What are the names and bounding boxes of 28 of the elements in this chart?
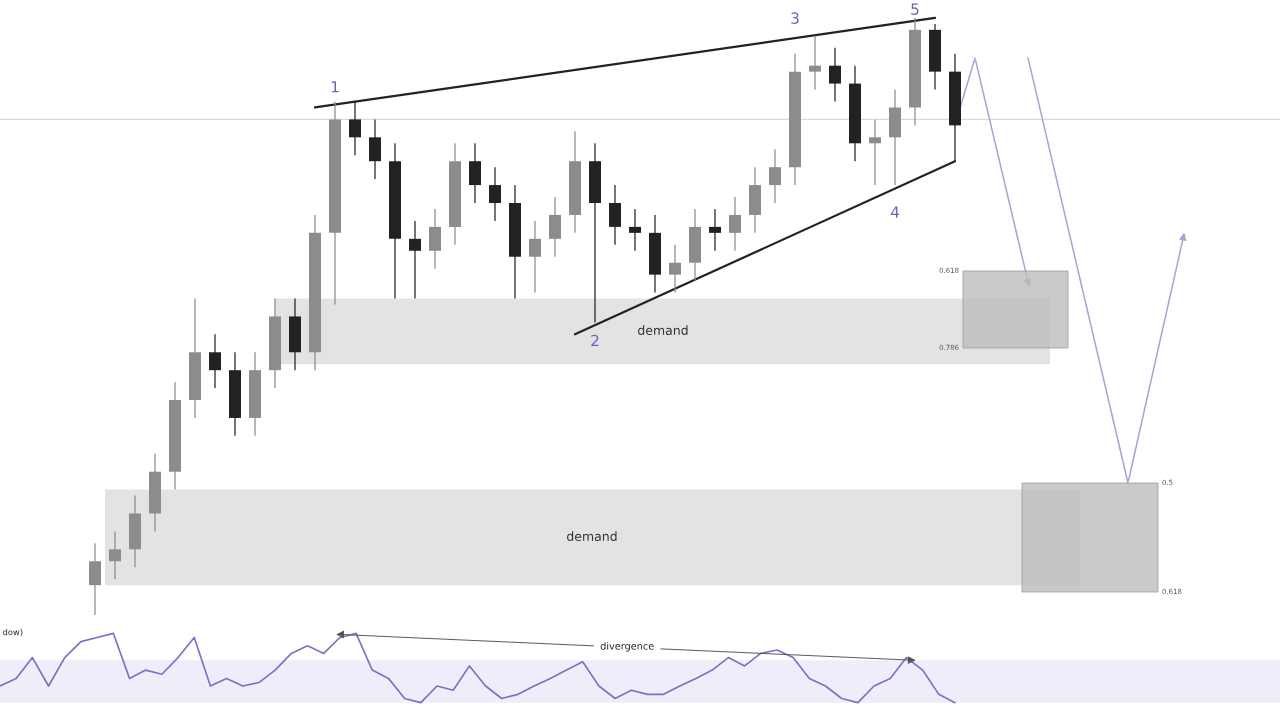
candlestick (409, 220, 421, 300)
annotation: 3 (791, 12, 799, 24)
annotation: 4 (890, 206, 899, 218)
candlestick (209, 333, 221, 389)
annotation: divergence (600, 642, 654, 652)
candlestick (809, 35, 821, 91)
candlestick (629, 208, 641, 252)
text: 5 (911, 3, 919, 15)
candlestick (489, 166, 501, 222)
candlestick (109, 530, 121, 580)
annotation: 2 (591, 334, 599, 347)
candlestick (549, 196, 561, 258)
candlestick (469, 142, 481, 204)
annotation: 1 (331, 81, 339, 93)
candlestick (669, 244, 681, 294)
candlestick (709, 208, 721, 252)
candlestick (769, 148, 781, 204)
candlestick (829, 47, 841, 103)
annotation: demand (567, 531, 617, 541)
candlestick (429, 208, 441, 270)
candlestick (529, 220, 541, 294)
candlestick (369, 118, 381, 180)
candlestick (89, 542, 101, 616)
annotation: dow) (3, 628, 23, 637)
candlestick (729, 196, 741, 252)
annotation: demand (638, 325, 688, 335)
candlestick (609, 184, 621, 246)
candlestick (869, 118, 881, 186)
